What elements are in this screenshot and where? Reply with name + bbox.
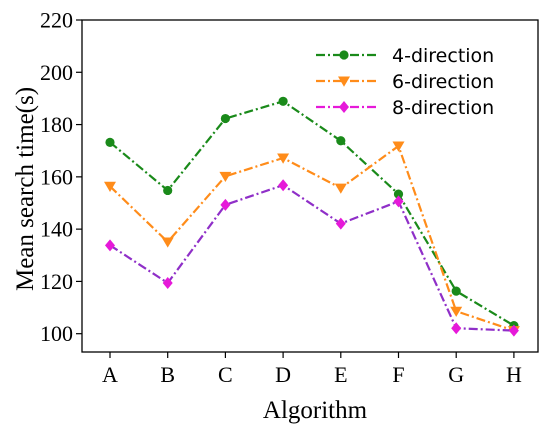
series-line — [109, 184, 514, 332]
axes: 100 120 140 160 180 200 220 A B C D E F G H — [40, 8, 539, 387]
legend-marker — [339, 50, 349, 60]
data-point — [334, 183, 347, 194]
legend-marker — [338, 76, 350, 87]
plot-area — [104, 96, 520, 337]
legend: 4-direction 6-direction 8-direction — [316, 45, 494, 119]
series-4-direction — [105, 96, 519, 331]
y-axis-title: Mean search time(s) — [12, 87, 39, 291]
y-tick-label: 220 — [40, 8, 73, 33]
data-point — [220, 198, 231, 211]
data-point — [451, 286, 461, 296]
legend-label: 4-direction — [392, 45, 494, 67]
legend-label: 6-direction — [392, 71, 494, 93]
y-tick-label: 120 — [40, 269, 73, 294]
data-point — [220, 113, 230, 124]
data-point — [219, 171, 232, 183]
y-tick-label: 100 — [40, 321, 73, 346]
plot-frame — [81, 19, 539, 353]
data-point — [451, 322, 462, 335]
series-line — [109, 100, 515, 327]
data-point — [336, 136, 346, 146]
data-point — [163, 185, 173, 196]
data-point — [104, 181, 116, 192]
y-tick-label: 180 — [40, 112, 73, 137]
x-tick-label: F — [392, 362, 404, 387]
data-point — [450, 306, 463, 317]
x-axis-title: Algorithm — [263, 397, 368, 424]
legend-item: 8-direction — [316, 97, 494, 119]
data-point — [278, 179, 289, 192]
legend-marker — [339, 101, 349, 113]
data-point — [278, 96, 288, 106]
data-point — [508, 324, 519, 337]
x-tick-label: A — [102, 362, 118, 387]
x-tick-label: C — [218, 362, 233, 387]
x-tick-label: E — [334, 362, 347, 387]
series-6-direction — [104, 141, 520, 337]
data-point — [105, 137, 115, 147]
y-tick-label: 140 — [40, 217, 73, 242]
legend-item: 6-direction — [316, 71, 494, 93]
data-point — [393, 195, 404, 208]
x-tick-label: H — [506, 362, 522, 387]
data-point — [392, 141, 405, 152]
x-tick-label: B — [160, 362, 175, 387]
data-point — [393, 189, 404, 199]
data-point — [335, 217, 346, 230]
series-line — [109, 144, 515, 332]
data-point — [277, 153, 290, 164]
x-tick-label: G — [448, 362, 464, 387]
legend-item: 4-direction — [316, 45, 494, 67]
x-tick-label: D — [275, 362, 291, 387]
series-8-direction — [105, 179, 519, 337]
y-tick-label: 160 — [40, 164, 73, 189]
y-tick-label: 200 — [40, 60, 73, 85]
data-point — [161, 237, 174, 248]
data-point — [105, 239, 115, 252]
legend-label: 8-direction — [392, 97, 494, 119]
data-point — [162, 276, 173, 289]
